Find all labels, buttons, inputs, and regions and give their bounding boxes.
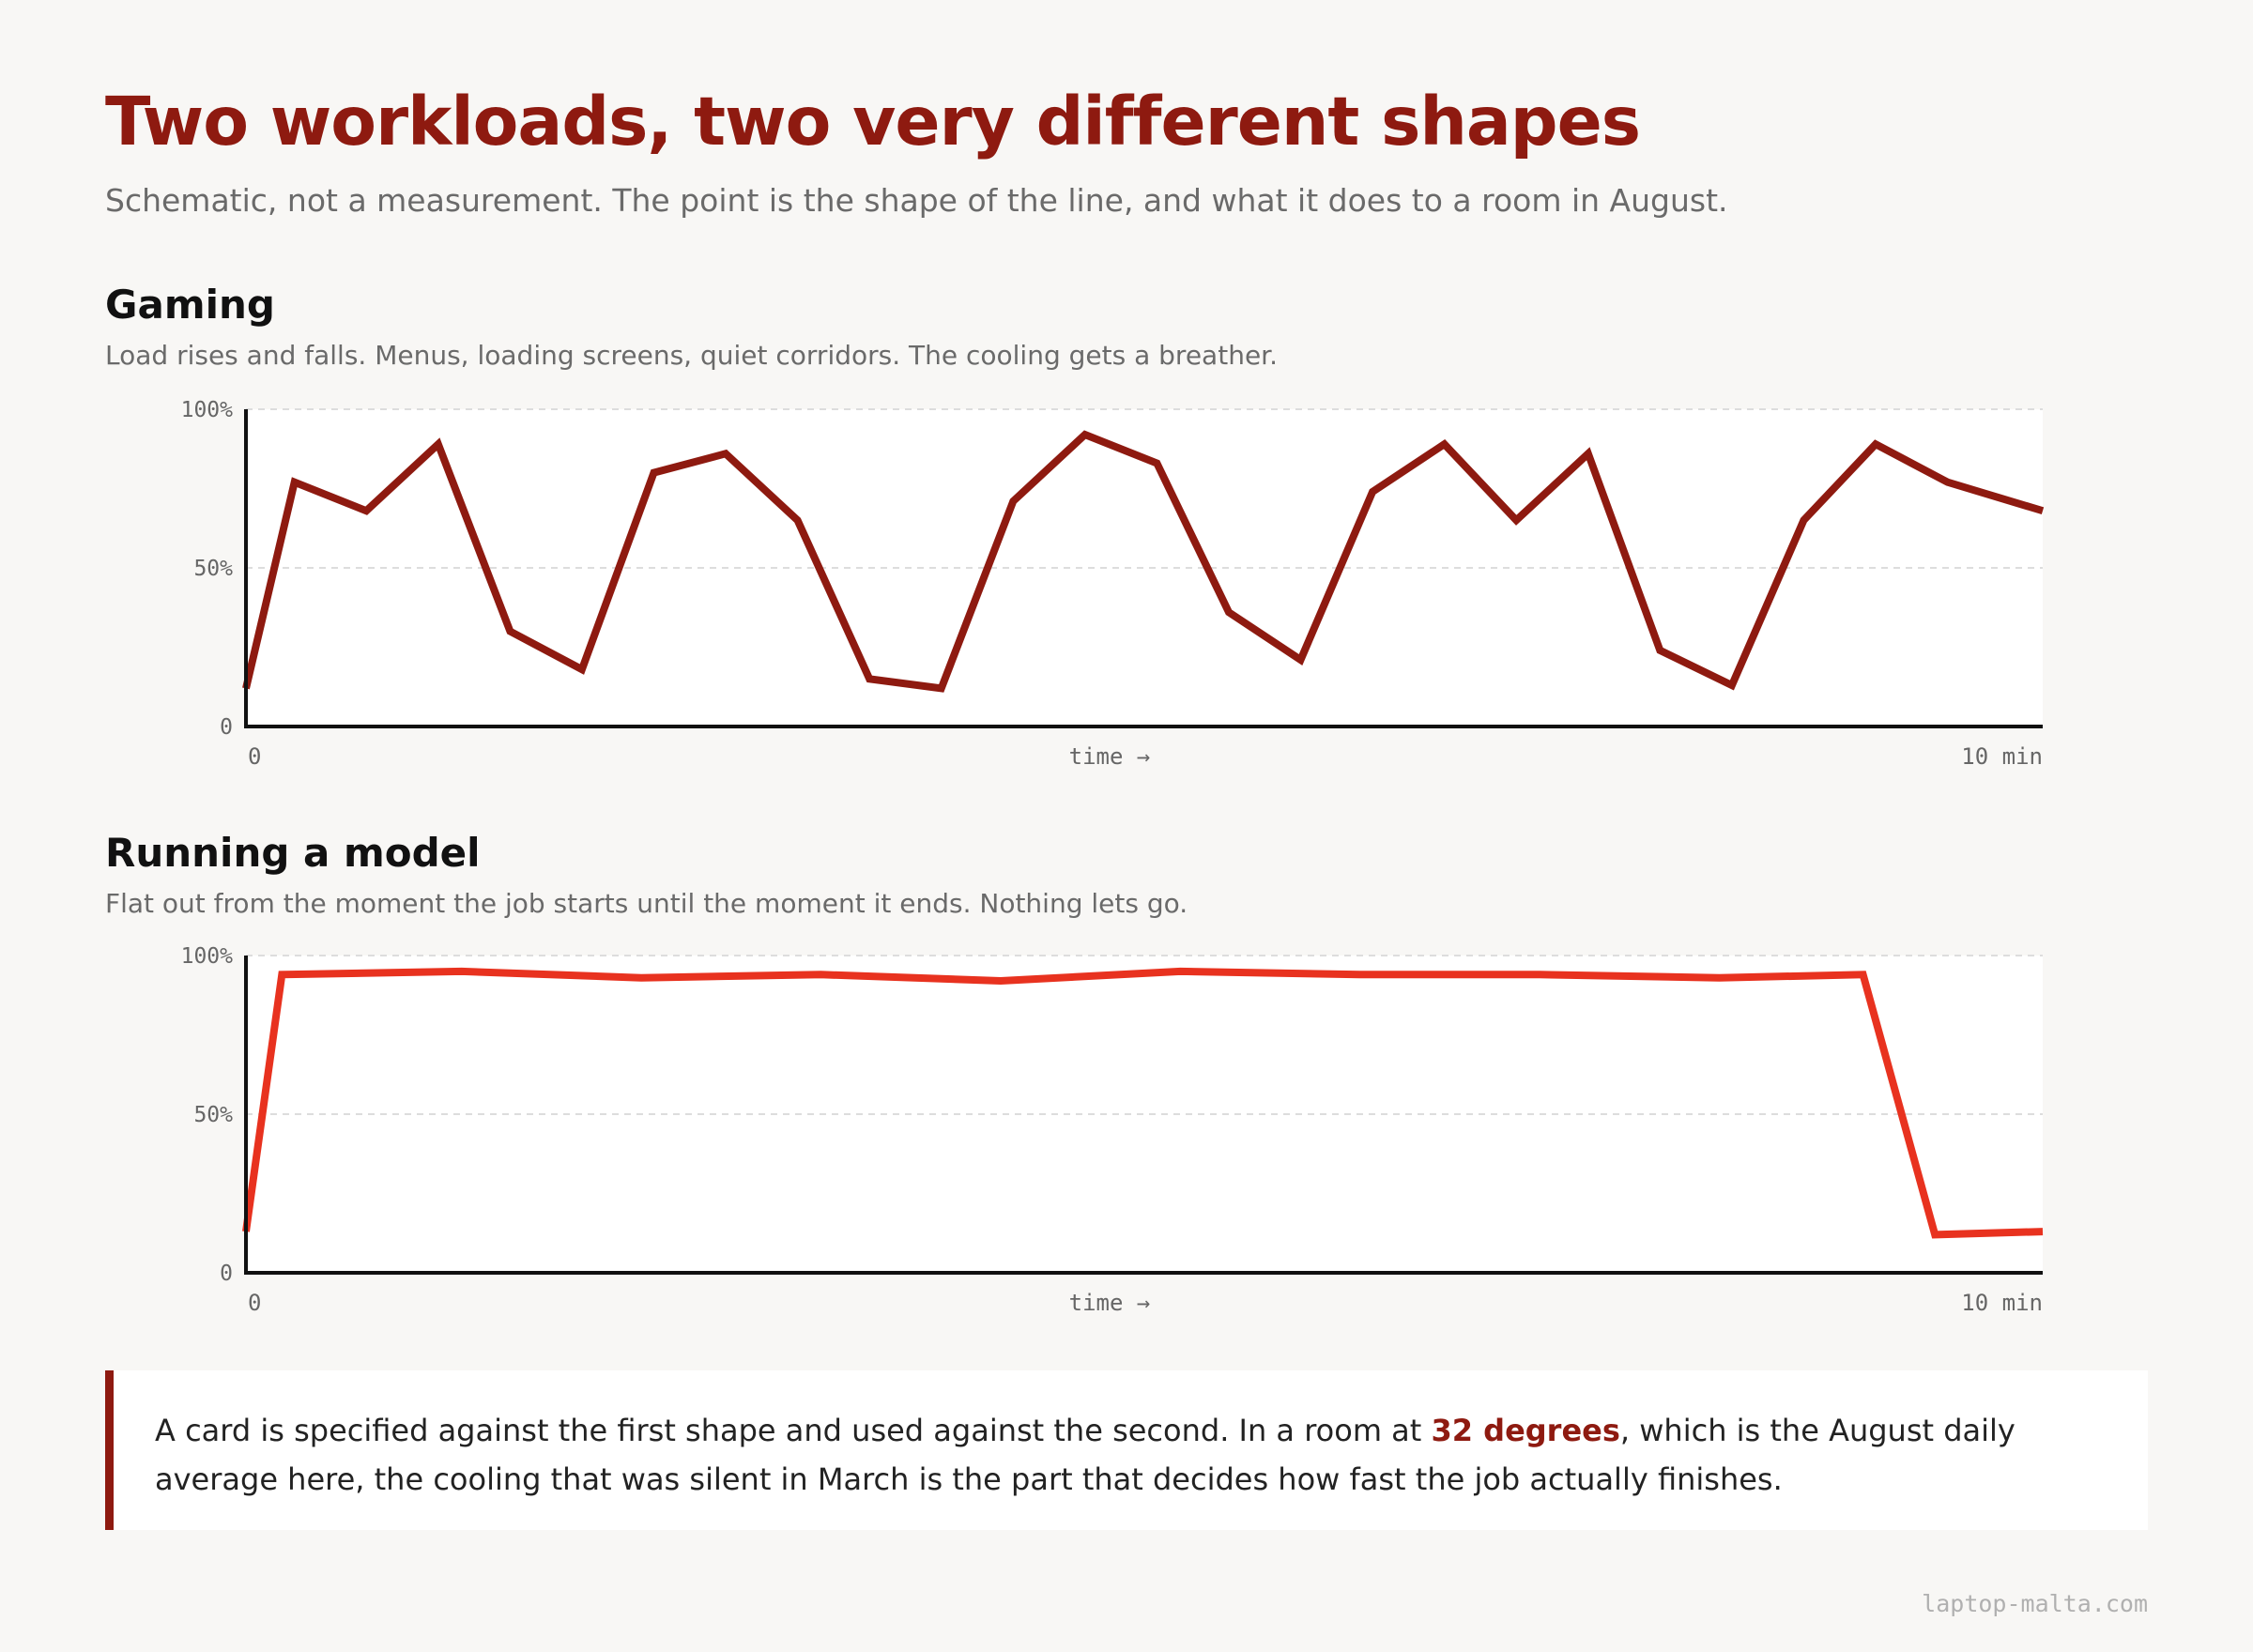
y-tick-label: 100%: [181, 944, 234, 969]
callout-text-before: A card is specified against the first sh…: [155, 1413, 1432, 1448]
y-tick-label: 100%: [181, 398, 234, 422]
x-tick-label: 10 min: [1961, 1290, 2043, 1316]
y-tick-label: 50%: [193, 1103, 233, 1127]
x-tick-label: 0: [248, 743, 261, 770]
x-tick-label: 0: [248, 1290, 261, 1316]
gaming-section-description: Load rises and falls. Menus, loading scr…: [105, 340, 1279, 371]
gaming-load-chart: 100% 50% 00 10 min time →: [181, 398, 2045, 770]
footer-site: laptop-malta.com: [1922, 1590, 2148, 1617]
callout-highlight: 32 degrees: [1431, 1413, 1620, 1448]
y-tick-label: 0: [220, 715, 233, 740]
model-section-title: Running a model: [105, 830, 481, 876]
page-subtitle: Schematic, not a measurement. The point …: [105, 182, 1728, 219]
y-tick-label: 50%: [193, 557, 233, 581]
x-axis-label: time →: [1069, 1290, 1151, 1316]
callout-box: A card is specified against the first sh…: [105, 1370, 2148, 1530]
gaming-section-title: Gaming: [105, 282, 275, 328]
model-load-chart: 100% 50% 00 10 min time →: [181, 944, 2044, 1316]
series-line: [242, 430, 2045, 693]
model-section-description: Flat out from the moment the job starts …: [105, 888, 1188, 919]
x-tick-label: 10 min: [1961, 743, 2043, 770]
callout-text-after: , which is the August daily average here…: [155, 1413, 2015, 1497]
page-title: Two workloads, two very different shapes: [105, 83, 1641, 161]
x-axis-label: time →: [1069, 743, 1151, 770]
series-line: [242, 967, 2044, 1239]
y-tick-label: 0: [220, 1262, 233, 1286]
